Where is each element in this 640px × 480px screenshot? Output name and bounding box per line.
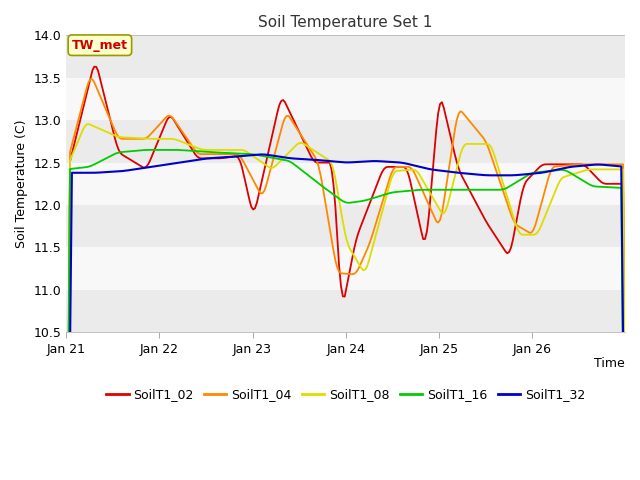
Bar [67,36,625,78]
Bar [67,248,625,290]
Text: TW_met: TW_met [72,39,128,52]
Bar [67,290,625,332]
X-axis label: Time: Time [595,357,625,370]
Bar [67,78,625,120]
Title: Soil Temperature Set 1: Soil Temperature Set 1 [259,15,433,30]
Legend: SoilT1_02, SoilT1_04, SoilT1_08, SoilT1_16, SoilT1_32: SoilT1_02, SoilT1_04, SoilT1_08, SoilT1_… [101,383,590,406]
Bar [67,205,625,248]
Bar [67,120,625,163]
Bar [67,163,625,205]
Y-axis label: Soil Temperature (C): Soil Temperature (C) [15,120,28,248]
